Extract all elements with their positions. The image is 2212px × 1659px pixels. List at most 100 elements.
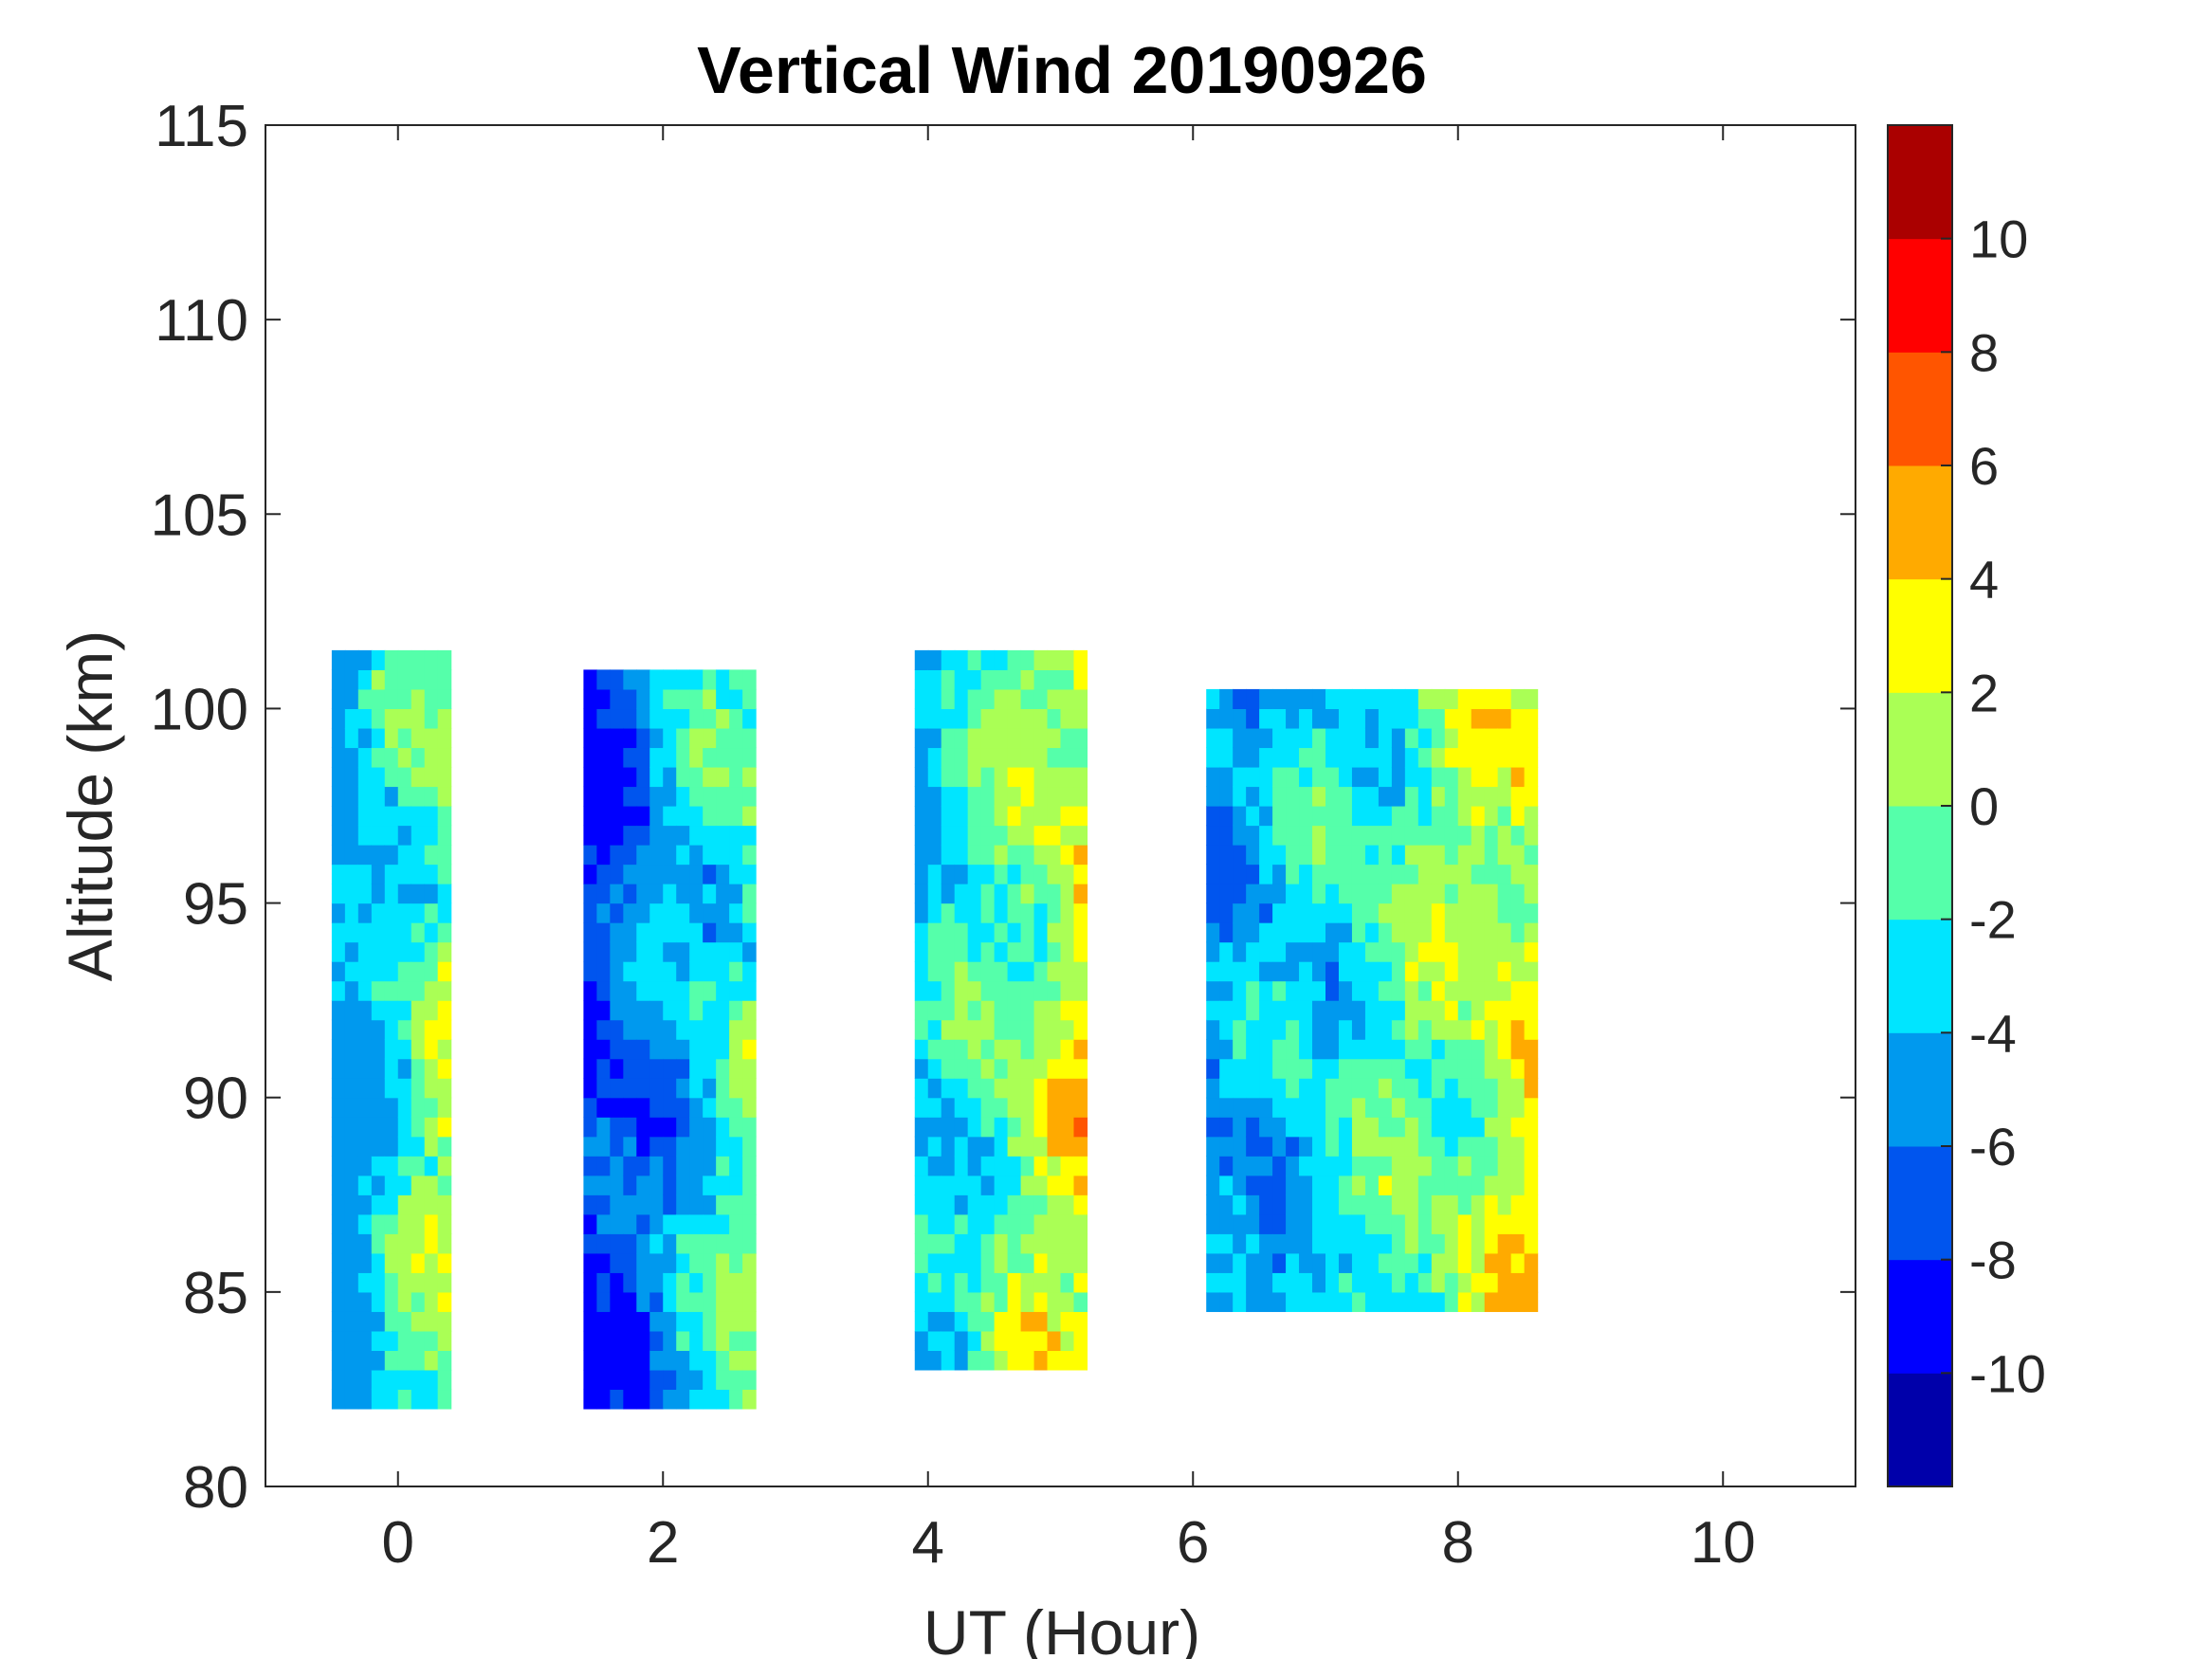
wind-cell: [1524, 1291, 1539, 1312]
wind-cell: [1299, 747, 1313, 768]
wind-cell: [623, 825, 637, 846]
wind-cell: [331, 1000, 346, 1021]
wind-cell: [1510, 884, 1526, 904]
wind-cell: [397, 845, 412, 866]
wind-cell: [411, 864, 426, 884]
wind-cell: [729, 1019, 743, 1040]
wind-cell: [703, 786, 717, 807]
wind-cell: [1073, 1039, 1088, 1060]
wind-cell: [1391, 1175, 1406, 1195]
wind-cell: [1457, 864, 1472, 884]
wind-cell: [331, 688, 346, 710]
wind-cell: [437, 1156, 452, 1176]
wind-cell: [411, 961, 426, 982]
wind-cell: [663, 806, 677, 827]
data-segment-4: [1206, 688, 1539, 1312]
wind-cell: [437, 649, 452, 670]
wind-cell: [1404, 747, 1419, 768]
wind-cell: [1484, 961, 1499, 982]
wind-cell: [1073, 1291, 1088, 1312]
wind-cell: [1073, 864, 1088, 884]
wind-cell: [1272, 864, 1287, 884]
wind-cell: [331, 649, 346, 670]
wind-cell: [371, 1350, 386, 1371]
wind-cell: [1312, 980, 1326, 1001]
wind-cell: [1033, 1233, 1049, 1254]
wind-cell: [994, 1117, 1009, 1138]
wind-cell: [583, 747, 597, 768]
wind-cell: [1060, 649, 1075, 670]
wind-cell: [1007, 1175, 1022, 1195]
wind-cell: [742, 1369, 757, 1391]
colorbar-tick-label: -2: [1969, 890, 2017, 950]
wind-cell: [1471, 1078, 1486, 1099]
wind-cell: [437, 806, 452, 827]
wind-cell: [1233, 708, 1247, 729]
wind-cell: [1510, 980, 1526, 1001]
wind-cell: [980, 1350, 996, 1371]
wind-cell: [1233, 884, 1247, 904]
wind-cell: [1325, 1097, 1340, 1118]
wind-cell: [927, 1039, 942, 1060]
wind-cell: [1510, 688, 1526, 710]
wind-cell: [1364, 864, 1380, 884]
wind-cell: [1286, 902, 1300, 923]
wind-cell: [437, 1330, 452, 1351]
wind-cell: [676, 1252, 690, 1273]
wind-cell: [1431, 1213, 1446, 1234]
wind-cell: [1206, 1194, 1220, 1215]
wind-cell: [1497, 786, 1512, 807]
wind-cell: [1299, 1175, 1313, 1195]
wind-cell: [1060, 727, 1075, 749]
wind-cell: [437, 825, 452, 846]
wind-cell: [676, 1213, 690, 1234]
wind-cell: [1246, 1213, 1260, 1234]
wind-cell: [1219, 1117, 1234, 1138]
wind-cell: [424, 786, 439, 807]
wind-cell: [1510, 1194, 1526, 1215]
wind-cell: [954, 1156, 969, 1176]
wind-cell: [344, 1213, 359, 1234]
wind-cell: [967, 1058, 982, 1079]
wind-cell: [1444, 825, 1459, 846]
wind-cell: [1391, 845, 1406, 866]
wind-cell: [344, 884, 359, 904]
wind-cell: [344, 1058, 359, 1079]
wind-cell: [914, 941, 929, 962]
wind-cell: [437, 980, 452, 1001]
wind-cell: [1312, 1058, 1326, 1079]
wind-cell: [1259, 825, 1273, 846]
wind-cell: [967, 1097, 982, 1118]
wind-cell: [927, 1078, 942, 1099]
colorbar-tick-label: -10: [1969, 1343, 2046, 1403]
wind-cell: [1007, 786, 1022, 807]
wind-cell: [1524, 1252, 1539, 1273]
wind-cell: [1312, 727, 1326, 749]
wind-cell: [623, 1213, 637, 1234]
wind-cell: [994, 1175, 1009, 1195]
wind-cell: [1206, 1156, 1220, 1176]
wind-cell: [397, 1291, 412, 1312]
wind-cell: [729, 941, 743, 962]
wind-cell: [1233, 786, 1247, 807]
wind-cell: [742, 1272, 757, 1293]
wind-cell: [980, 806, 996, 827]
wind-cell: [649, 1389, 664, 1410]
wind-cell: [1286, 747, 1300, 768]
wind-cell: [636, 884, 650, 904]
wind-cell: [1471, 708, 1486, 729]
wind-cell: [437, 1369, 452, 1391]
wind-cell: [1060, 806, 1075, 827]
wind-cell: [636, 806, 650, 827]
wind-cell: [610, 1019, 624, 1040]
wind-cell: [1246, 1019, 1260, 1040]
wind-cell: [1286, 1272, 1300, 1293]
wind-cell: [1338, 688, 1353, 710]
wind-cell: [729, 1078, 743, 1099]
wind-cell: [424, 1272, 439, 1293]
wind-cell: [1246, 864, 1260, 884]
wind-cell: [729, 1058, 743, 1079]
colorbar-tick-label: -6: [1969, 1117, 2017, 1176]
wind-cell: [331, 1311, 346, 1332]
wind-cell: [954, 1000, 969, 1021]
